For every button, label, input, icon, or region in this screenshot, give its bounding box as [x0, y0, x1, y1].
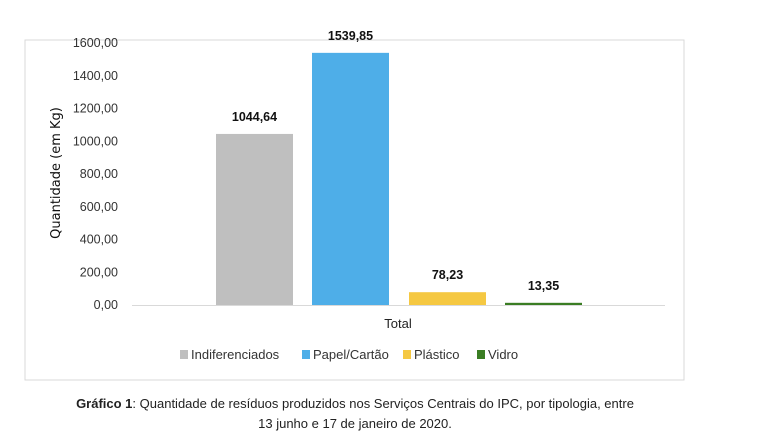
y-tick-label: 1200,00 [73, 102, 118, 116]
legend-swatch [403, 350, 411, 359]
bar-indiferenciados [216, 133, 293, 305]
y-tick-label: 0,00 [94, 298, 118, 312]
legend-entry: Indiferenciados [191, 347, 280, 362]
data-label: 78,23 [432, 268, 463, 282]
y-tick-label: 1400,00 [73, 69, 118, 83]
legend-entry: Papel/Cartão [313, 347, 389, 362]
y-tick-label: 200,00 [80, 265, 118, 279]
y-tick-label: 400,00 [80, 233, 118, 247]
figure-caption-line2: 13 junho e 17 de janeiro de 2020. [258, 416, 452, 431]
caption-text: : Quantidade de resíduos produzidos nos … [132, 396, 634, 411]
caption-label: Gráfico 1 [76, 396, 133, 411]
data-label: 13,35 [528, 279, 559, 293]
y-axis-label: Quantidade (em Kg) [49, 107, 64, 239]
figure-caption: Gráfico 1: Quantidade de resíduos produz… [0, 396, 710, 411]
x-axis-label: Total [384, 316, 412, 331]
data-label: 1539,85 [328, 29, 373, 43]
bar-vidro [505, 302, 582, 305]
y-tick-label: 600,00 [80, 200, 118, 214]
legend-swatch [477, 350, 485, 359]
legend-entry: Vidro [488, 347, 518, 362]
bar-papel-cart-o [312, 52, 389, 305]
legend-swatch [180, 350, 188, 359]
data-label: 1044,64 [232, 110, 277, 124]
bar-pl-stico [409, 292, 486, 305]
y-tick-label: 1600,00 [73, 36, 118, 50]
legend-swatch [302, 350, 310, 359]
legend-entry: Plástico [414, 347, 460, 362]
y-tick-label: 1000,00 [73, 134, 118, 148]
y-tick-label: 800,00 [80, 167, 118, 181]
